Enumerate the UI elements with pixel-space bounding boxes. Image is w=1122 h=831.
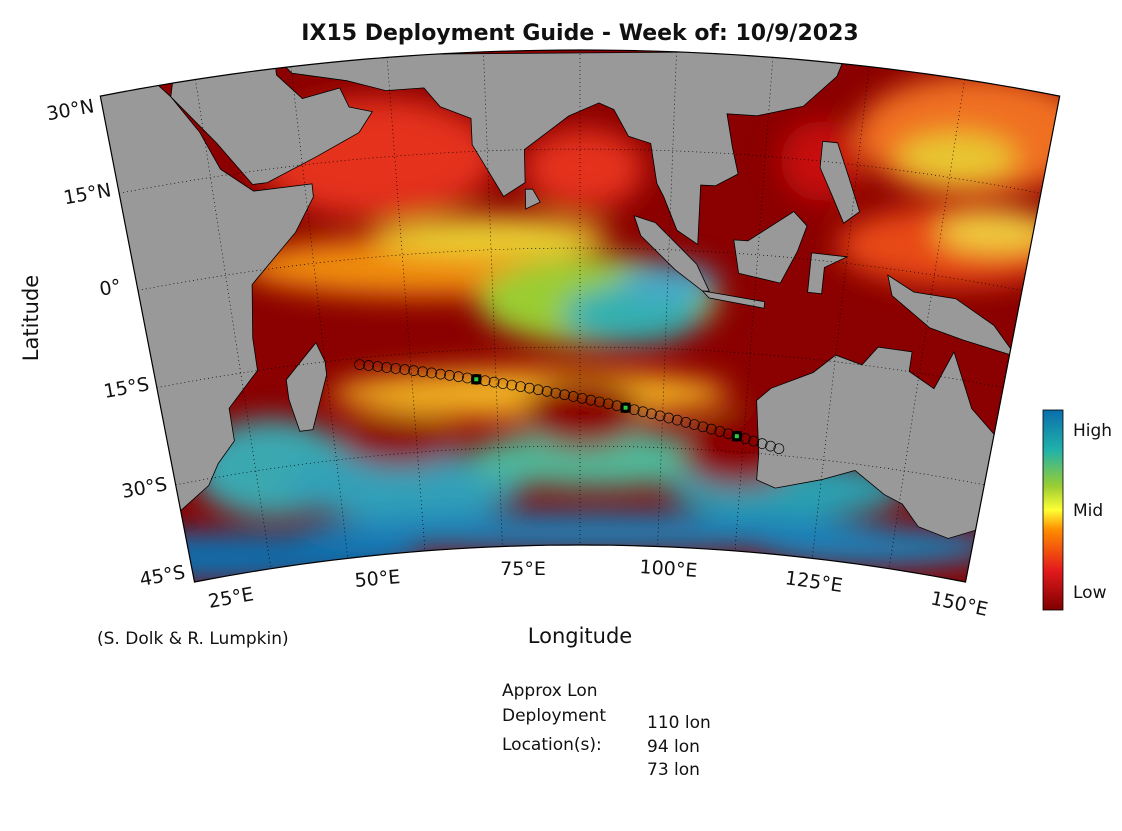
lon-label: 125°E [784, 567, 844, 597]
meridian [386, 57, 426, 551]
map-area [100, 50, 1060, 582]
track-point [354, 359, 365, 370]
lat-label: 30°S [120, 473, 169, 503]
track-point [559, 389, 570, 401]
track-point [541, 386, 553, 397]
deployment-heading: Deployment [502, 706, 606, 726]
colorbar-label: Low [1073, 583, 1107, 603]
track-point [532, 384, 544, 396]
track-point [399, 364, 411, 375]
parallel [119, 148, 1041, 194]
ocean-blob [756, 526, 997, 567]
track-point [408, 365, 420, 376]
land [733, 210, 808, 284]
title: IX15 Deployment Guide - Week of: 10/9/20… [301, 21, 858, 46]
lon-label: 50°E [354, 566, 401, 592]
track-point [697, 421, 709, 433]
track-point [524, 382, 535, 394]
credit: (S. Dolk & R. Lumpkin) [97, 629, 289, 649]
land [701, 290, 766, 309]
track-point [773, 443, 785, 455]
y-axis-label: Latitude [19, 275, 43, 361]
meridian [657, 51, 677, 547]
deployment-location: 73 lon [647, 760, 700, 780]
track-point [497, 378, 509, 389]
track-point [515, 381, 526, 392]
track-point [435, 368, 446, 380]
map-frame [99, 49, 1061, 583]
lon-label: 75°E [500, 558, 546, 580]
track-point [689, 419, 700, 430]
track-point [671, 414, 683, 426]
track-point [706, 423, 717, 435]
ocean-blob [283, 451, 524, 522]
lat-label: 15°S [102, 373, 151, 403]
ocean-blob [936, 211, 1057, 252]
lat-label: 30°N [45, 95, 96, 125]
deployment-heading: Location(s): [502, 735, 602, 755]
track-point [488, 376, 500, 388]
track-point [381, 362, 393, 373]
deployment-marker-center [474, 377, 479, 382]
track-point [426, 367, 437, 379]
track-point [765, 440, 776, 452]
meridian [290, 66, 349, 559]
colorbar-label: High [1073, 421, 1112, 441]
land [807, 252, 849, 295]
lon-label: 25°E [207, 583, 256, 613]
track-point [594, 396, 605, 408]
track-point [663, 412, 675, 424]
lon-label: 150°E [929, 587, 990, 621]
ocean-blob [523, 378, 644, 449]
track-point [550, 387, 562, 399]
lat-label: 45°S [138, 561, 187, 591]
land [100, 79, 314, 525]
meridian [811, 66, 870, 559]
lon-label: 100°E [639, 556, 698, 582]
meridian [734, 57, 774, 551]
land [285, 342, 328, 432]
deployment-marker-center [734, 434, 739, 439]
track-point [602, 398, 614, 410]
track-point [506, 379, 518, 391]
track-point [372, 361, 384, 372]
ocean-blob [523, 128, 644, 209]
track-point [576, 392, 588, 404]
meridian [195, 79, 272, 569]
track-point [714, 426, 726, 437]
track-point [748, 435, 760, 447]
land [524, 188, 541, 210]
colorbar [1042, 409, 1064, 611]
lat-label: 15°N [62, 179, 113, 209]
land [819, 140, 861, 224]
track-point [756, 438, 768, 449]
track-point [444, 369, 455, 381]
track-point [680, 416, 692, 428]
land [273, 50, 848, 246]
lat-label: 0° [98, 275, 123, 300]
track-point [390, 363, 402, 374]
deployment-marker-center [623, 405, 628, 410]
meridian [888, 79, 965, 569]
track-point [646, 408, 657, 420]
ocean-blob [340, 415, 461, 466]
ocean-blob [295, 511, 896, 552]
track [354, 359, 785, 455]
track-point [585, 394, 597, 406]
colorbar-label: Mid [1073, 501, 1103, 521]
deployment-heading: Approx Lon [502, 681, 598, 701]
track-point [637, 406, 649, 418]
track-point [567, 391, 579, 402]
deployment-location: 110 lon [647, 713, 711, 733]
x-axis-label: Longitude [528, 624, 632, 648]
track-point [363, 360, 374, 371]
track-point [417, 366, 429, 378]
ocean-blob [896, 133, 1017, 184]
track-point [654, 410, 666, 422]
track-point [453, 371, 464, 382]
parallel [137, 247, 1023, 291]
deployment-location: 94 lon [647, 737, 700, 757]
meridian [483, 51, 503, 547]
